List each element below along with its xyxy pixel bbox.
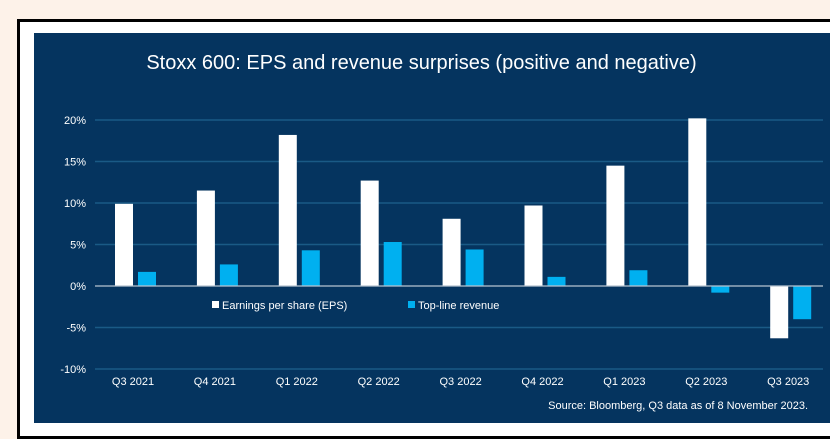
legend-label: Earnings per share (EPS) xyxy=(222,300,347,312)
y-tick-label: 15% xyxy=(64,157,86,169)
x-tick-label: Q3 2021 xyxy=(112,376,154,388)
legend-label: Top-line revenue xyxy=(418,300,499,312)
y-tick-label: 10% xyxy=(64,198,86,210)
bar-eps xyxy=(442,218,461,286)
y-tick-label: 0% xyxy=(70,281,86,293)
legend-swatch xyxy=(212,301,219,308)
x-tick-label: Q4 2021 xyxy=(194,376,236,388)
chart-title: Stoxx 600: EPS and revenue surprises (po… xyxy=(146,52,697,74)
bar-revenue xyxy=(711,286,730,293)
bar-revenue xyxy=(465,249,484,286)
x-tick-label: Q2 2022 xyxy=(358,376,400,388)
chart-plot: 20% 15% 10% 5% 0% -5% -10% Q3 2021 Q4 2021 Q1 202… xyxy=(60,115,823,388)
source-note: Source: Bloomberg, Q3 data as of 8 Novem… xyxy=(548,400,808,412)
bar-eps xyxy=(606,165,625,286)
x-tick-label: Q1 2023 xyxy=(603,376,645,388)
y-tick-label: 20% xyxy=(64,115,86,127)
x-tick-label: Q2 2023 xyxy=(685,376,727,388)
x-tick-label: Q1 2022 xyxy=(276,376,318,388)
bar-revenue xyxy=(793,286,812,320)
bar-revenue xyxy=(547,276,566,286)
bar-revenue xyxy=(629,270,648,286)
y-tick-label: 5% xyxy=(70,240,86,252)
y-tick-label: -5% xyxy=(66,323,86,335)
bar-revenue xyxy=(301,250,320,286)
bar-revenue xyxy=(383,242,402,286)
x-tick-label: Q4 2022 xyxy=(521,376,563,388)
bar-eps xyxy=(115,203,133,286)
x-tick-label: Q3 2023 xyxy=(767,376,809,388)
legend-swatch xyxy=(408,301,415,308)
bar-eps xyxy=(360,180,379,286)
bar-revenue xyxy=(138,271,156,286)
bar-revenue xyxy=(219,264,238,286)
bar-eps xyxy=(688,118,707,286)
bar-eps xyxy=(196,190,215,286)
bar-eps xyxy=(524,205,543,286)
bar-eps xyxy=(278,134,297,286)
x-tick-label: Q3 2022 xyxy=(439,376,481,388)
y-tick-label: -10% xyxy=(60,364,86,376)
bar-eps xyxy=(770,286,789,339)
